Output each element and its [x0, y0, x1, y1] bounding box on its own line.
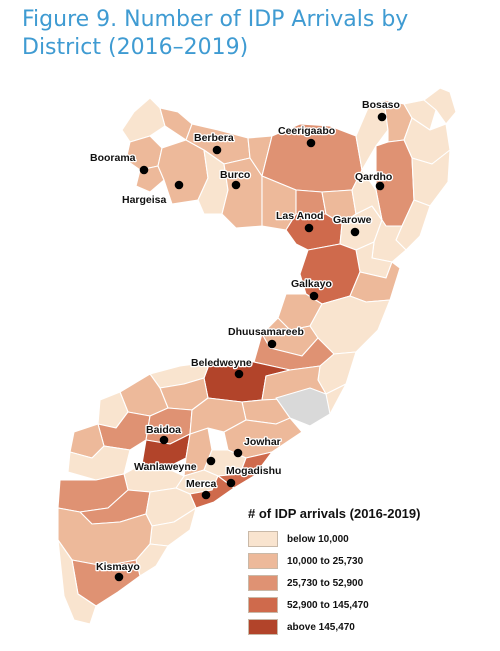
city-marker-merca [201, 490, 211, 500]
legend-title: # of IDP arrivals (2016-2019) [248, 506, 421, 521]
legend-label: above 145,470 [287, 621, 355, 633]
city-label-dhuusamareeb: Dhuusamareeb [228, 326, 304, 338]
city-marker-boorama [139, 165, 149, 175]
legend-label: below 10,000 [287, 533, 349, 545]
district-lughaye [159, 107, 193, 141]
city-marker-hargeisa [174, 180, 184, 190]
legend-swatch [248, 619, 278, 635]
city-marker-qardho [375, 181, 385, 191]
city-label-garowe: Garowe [333, 214, 372, 226]
legend-item: 52,900 to 145,470 [248, 595, 478, 615]
district-alula [423, 87, 457, 125]
city-marker-garowe [350, 227, 360, 237]
city-marker-burco [231, 180, 241, 190]
city-label-bosaso: Bosaso [362, 99, 400, 111]
legend-swatch [248, 597, 278, 613]
city-label-berbera: Berbera [194, 132, 234, 144]
district-nugal-east [351, 169, 383, 221]
city-label-galkayo: Galkayo [291, 278, 332, 290]
legend-item: 25,730 to 52,900 [248, 573, 478, 593]
city-marker-mogadishu [226, 478, 236, 488]
city-label-merca: Merca [186, 478, 217, 490]
city-label-qardho: Qardho [355, 171, 392, 183]
city-label-boorama: Boorama [90, 152, 136, 164]
district-zeila [121, 97, 166, 143]
district-hobyo [309, 295, 391, 355]
city-marker-kismayo [114, 572, 124, 582]
city-label-mogadishu: Mogadishu [226, 465, 281, 477]
city-label-las-anod: Las Anod [276, 210, 323, 222]
city-label-jowhar: Jowhar [244, 436, 281, 448]
city-label-baidoa: Baidoa [146, 424, 181, 436]
city-label-ceerigaabo: Ceerigaabo [278, 125, 335, 137]
city-label-wanlaweyne: Wanlaweyne [134, 461, 197, 473]
page-title: Figure 9. Number of IDP Arrivals by Dist… [22, 7, 409, 60]
legend-item: below 10,000 [248, 529, 478, 549]
city-label-beledweyne: Beledweyne [191, 357, 252, 369]
legend-label: 25,730 to 52,900 [287, 577, 364, 589]
city-marker-berbera [212, 145, 222, 155]
city-marker-las-anod [304, 223, 314, 233]
city-marker-dhuusamareeb [267, 339, 277, 349]
legend-item: above 145,470 [248, 617, 478, 637]
district-luuq [67, 445, 131, 481]
city-marker-beledweyne [234, 369, 244, 379]
city-marker-wanlaweyne [206, 456, 216, 466]
district-qandala [403, 99, 437, 131]
legend-swatch [248, 553, 278, 569]
city-marker-ceerigaabo [306, 138, 316, 148]
legend-swatch [248, 575, 278, 591]
city-label-hargeisa: Hargeisa [122, 194, 167, 206]
legend-label: 52,900 to 145,470 [287, 599, 369, 611]
district-badhaadhe [57, 539, 97, 625]
city-marker-bosaso [377, 112, 387, 122]
map-legend: # of IDP arrivals (2016-2019) below 10,0… [248, 506, 478, 639]
legend-item: 10,000 to 25,730 [248, 551, 478, 571]
city-marker-baidoa [159, 435, 169, 445]
city-marker-jowhar [233, 448, 243, 458]
legend-swatch [248, 531, 278, 547]
legend-label: 10,000 to 25,730 [287, 555, 364, 567]
city-label-burco: Burco [220, 169, 250, 181]
city-label-kismayo: Kismayo [96, 561, 140, 573]
city-marker-galkayo [309, 291, 319, 301]
